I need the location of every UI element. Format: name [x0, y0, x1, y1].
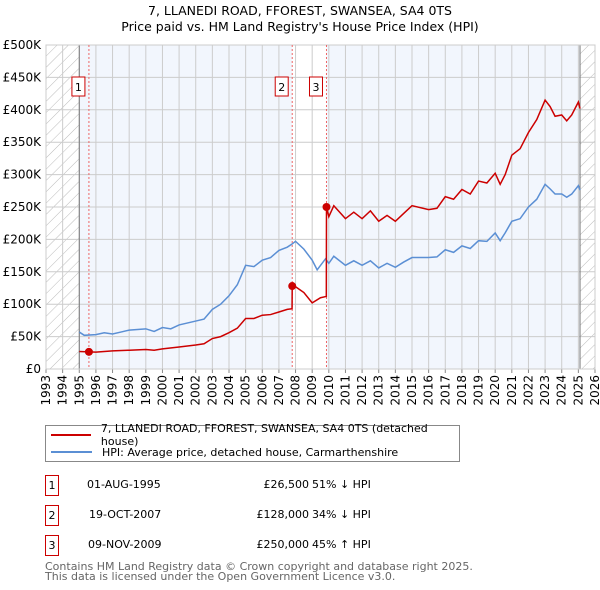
chart-title: 7, LLANEDI ROAD, FFOREST, SWANSEA, SA4 0…: [148, 3, 452, 18]
plot-area: 1993 1994 1995 1996 1997 1998 1999 2000 2001 2002…: [3, 38, 600, 406]
x-tick-label: 2021: [505, 375, 519, 406]
y-tick-label: £100K: [3, 297, 43, 311]
sale-price: £128,000: [256, 508, 310, 521]
y-tick-label: £400K: [3, 103, 43, 117]
legend-item-property: 7, LLANEDI ROAD, FFOREST, SWANSEA, SA4 0…: [51, 422, 459, 448]
x-tick-label: 2025: [571, 375, 585, 406]
x-tick-label: 1999: [139, 375, 153, 406]
legend: 7, LLANEDI ROAD, FFOREST, SWANSEA, SA4 0…: [45, 422, 460, 462]
x-tick-label: 2003: [205, 375, 219, 406]
price-paid-line: [79, 98, 581, 353]
sale-row: 2 19-OCT-2007 £128,000 34% ↓ HPI: [45, 505, 465, 527]
legend-label-hpi: HPI: Average price, detached house, Carm…: [102, 445, 399, 459]
legend-swatch-property: [51, 434, 91, 436]
sale-hpi-diff: 45% ↑ HPI: [312, 538, 371, 551]
x-tick-label: 2012: [355, 375, 369, 406]
x-tick-label: 2017: [438, 375, 452, 406]
sale-date: 09-NOV-2009: [88, 538, 162, 551]
x-tick-label: 1997: [106, 375, 120, 406]
plot-border: [45, 44, 596, 370]
x-tick-label: 2007: [272, 375, 286, 406]
sale-row: 1 01-AUG-1995 £26,500 51% ↓ HPI: [45, 475, 465, 497]
x-tick-label: 2004: [222, 375, 236, 406]
legend-swatch-hpi: [51, 451, 92, 453]
x-tick-label: 2005: [239, 375, 253, 406]
sale-label: 1: [75, 81, 82, 94]
sale-hpi-diff: 34% ↓ HPI: [312, 508, 371, 521]
x-tick-label: 2018: [455, 375, 469, 406]
hpi-line: [78, 183, 581, 337]
sale-label: 2: [278, 81, 285, 94]
x-tick-label: 2026: [588, 375, 600, 406]
footer-licence: This data is licensed under the Open Gov…: [45, 570, 396, 583]
y-tick-label: £200K: [3, 232, 43, 246]
chart-subtitle: Price paid vs. HM Land Registry's House …: [121, 19, 479, 34]
sale-marker: 2: [45, 505, 59, 526]
x-tick-label: 1998: [122, 375, 136, 406]
x-tick-label: 1996: [89, 375, 103, 406]
y-tick-label: £0: [26, 362, 41, 376]
sale-marker: 3: [45, 535, 59, 556]
y-tick-label: £500K: [3, 38, 43, 52]
x-tick-label: 1994: [56, 375, 70, 406]
sale-label-box: [274, 76, 289, 97]
y-tick-label: £350K: [3, 135, 43, 149]
x-tick-label: 2016: [422, 375, 436, 406]
x-tick-label: 2001: [172, 375, 186, 406]
sale-point: [322, 203, 331, 211]
x-tick-label: 2006: [255, 375, 269, 406]
x-tick-label: 2009: [305, 375, 319, 406]
sale-price: £26,500: [263, 478, 310, 491]
y-tick-label: £150K: [3, 265, 43, 279]
legend-item-hpi: HPI: Average price, detached house, Carm…: [51, 444, 398, 460]
y-tick-label: £250K: [3, 200, 43, 214]
x-tick-label: 2011: [338, 375, 352, 406]
x-tick-label: 2014: [388, 375, 402, 406]
x-tick-label: 2013: [372, 375, 386, 406]
y-tick-label: £50K: [10, 330, 42, 344]
legend-label-property: 7, LLANEDI ROAD, FFOREST, SWANSEA, SA4 0…: [100, 422, 428, 448]
x-tick-label: 1995: [72, 375, 86, 406]
x-tick-label: 2022: [521, 375, 535, 406]
sale-label-box: [71, 76, 86, 97]
sale-row: 3 09-NOV-2009 £250,000 45% ↑ HPI: [45, 535, 465, 557]
y-tick-label: £300K: [3, 168, 43, 182]
y-tick-label: £450K: [3, 70, 43, 84]
x-tick-label: 2000: [155, 375, 169, 406]
sale-hpi-diff: 51% ↓ HPI: [312, 478, 371, 491]
sale-label-box: [308, 76, 323, 97]
x-tick-label: 2002: [189, 375, 203, 406]
x-tick-label: 2023: [538, 375, 552, 406]
x-tick-label: 2019: [472, 375, 486, 406]
sale-date: 01-AUG-1995: [87, 478, 161, 491]
sale-point: [288, 282, 297, 291]
sale-marker: 1: [45, 475, 59, 496]
x-tick-label: 1993: [39, 375, 53, 406]
x-tick-label: 2008: [289, 375, 303, 406]
sale-date: 19-OCT-2007: [89, 508, 162, 521]
footer-copyright: Contains HM Land Registry data © Crown c…: [45, 560, 473, 573]
x-tick-label: 2024: [555, 375, 569, 406]
sale-price: £250,000: [256, 538, 310, 551]
x-tick-label: 2020: [488, 375, 502, 406]
x-tick-label: 2010: [322, 375, 336, 406]
x-tick-label: 2015: [405, 375, 419, 406]
sale-label: 3: [312, 81, 319, 94]
sale-point: [84, 347, 93, 356]
